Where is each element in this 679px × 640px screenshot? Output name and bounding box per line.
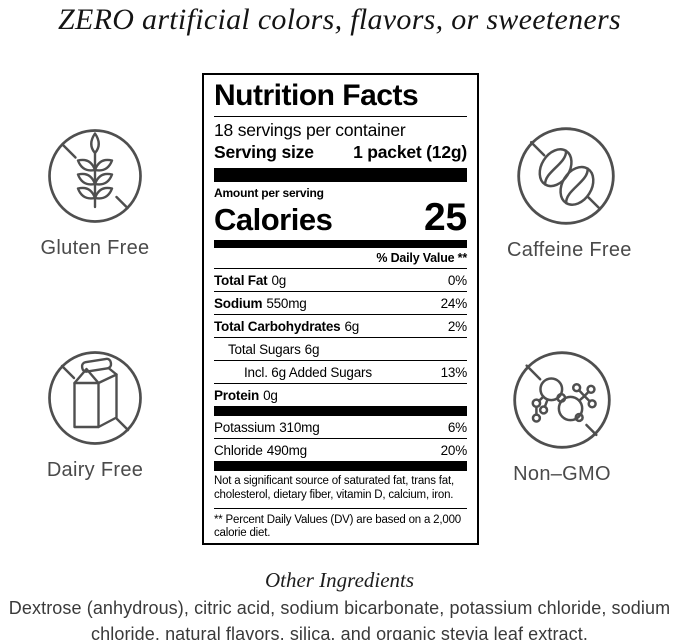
badge-label-non-gmo: Non–GMO	[513, 463, 611, 485]
badge-dairy-free: Dairy Free	[42, 348, 148, 482]
milk-carton-slash-icon	[48, 351, 142, 445]
nutrient-row-total-carbohydrates: Total Carbohydrates 6g 2%	[214, 314, 467, 337]
nutrient-row-total-fat: Total Fat 0g 0%	[214, 268, 467, 291]
badge-caffeine-free: Caffeine Free	[507, 124, 632, 262]
nutrition-facts-panel: Nutrition Facts 18 servings per containe…	[202, 73, 479, 545]
badge-gluten-free: Gluten Free	[40, 126, 150, 260]
serving-size-row: Serving size 1 packet (12g)	[214, 141, 467, 168]
calories-row: Calories 25	[214, 198, 467, 240]
badge-label-caffeine-free: Caffeine Free	[507, 239, 632, 261]
nutrition-facts-title: Nutrition Facts	[214, 75, 467, 117]
divider-bar	[214, 168, 467, 182]
divider-bar	[214, 461, 467, 471]
badge-label-dairy-free: Dairy Free	[46, 459, 144, 481]
calories-label: Calories	[214, 201, 333, 237]
divider-bar	[214, 406, 467, 416]
other-ingredients-section: Other Ingredients Dextrose (anhydrous), …	[0, 568, 679, 640]
not-significant-source-note: Not a significant source of saturated fa…	[214, 475, 454, 501]
mineral-row-chloride: Chloride 490mg 20%	[214, 438, 467, 461]
mineral-row-potassium: Potassium 310mg 6%	[214, 419, 467, 435]
calories-value: 25	[424, 196, 467, 239]
servings-per-container: 18 servings per container	[214, 120, 406, 140]
nutrient-row-sodium: Sodium 550mg 24%	[214, 291, 467, 314]
molecule-slash-icon	[513, 351, 611, 449]
serving-size-value: 1 packet (12g)	[353, 142, 467, 162]
nutrient-row-protein: Protein 0g	[214, 383, 467, 406]
daily-value-header: % Daily Value **	[376, 251, 467, 265]
coffee-beans-slash-icon	[517, 127, 615, 225]
serving-size-label: Serving size	[214, 142, 314, 162]
wheat-slash-icon	[48, 129, 142, 223]
headline: ZERO artificial colors, flavors, or swee…	[58, 3, 621, 36]
nutrient-row-total-sugars: Total Sugars 6g	[214, 337, 467, 360]
badge-label-gluten-free: Gluten Free	[40, 237, 150, 259]
divider-bar	[214, 240, 467, 248]
other-ingredients-text: Dextrose (anhydrous), citric acid, sodiu…	[8, 598, 671, 640]
other-ingredients-title: Other Ingredients	[264, 568, 415, 592]
daily-value-footnote: ** Percent Daily Values (DV) are based o…	[214, 507, 467, 546]
badge-non-gmo: Non–GMO	[505, 348, 619, 486]
amount-per-serving-label: Amount per serving	[214, 186, 324, 200]
nutrient-row-added-sugars: Incl. 6g Added Sugars 13%	[214, 360, 467, 383]
